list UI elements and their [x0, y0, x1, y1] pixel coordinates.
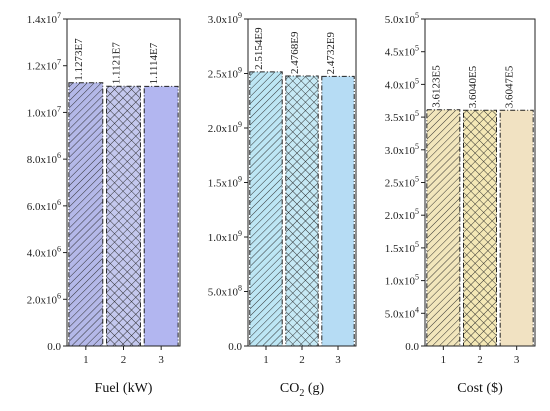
y-tick-label-2-5: 2.5x109: [208, 66, 242, 81]
data-label-1-3: 1.1114E7: [148, 42, 160, 84]
bar-hatch-3-1: [426, 109, 460, 346]
bar-2-3: [321, 76, 355, 346]
x-tick-label-2-2: 2: [299, 354, 305, 366]
bar-3-3: [500, 110, 534, 346]
bar-outline-3-3: [499, 109, 534, 347]
y-tick-label-3-4: 2.0x105: [385, 207, 419, 222]
y-tick-label-3-8: 4.0x105: [385, 76, 419, 91]
y-tick-label-1-7: 1.4x107: [27, 11, 61, 26]
x-axis-label-3: Cost ($): [457, 381, 503, 396]
data-label-3-2: 3.6040E5: [467, 65, 479, 108]
y-tick-label-2-6: 3.0x109: [208, 11, 242, 26]
axes-frame-1: [66, 18, 181, 347]
bar-outline-2-3: [321, 75, 355, 347]
y-tick-label-3-3: 1.5x105: [385, 240, 419, 255]
y-tick-label-3-6: 3.0x105: [385, 142, 419, 157]
x-tick-label-2-1: 1: [263, 354, 269, 366]
y-tick-label-2-3: 1.5x109: [208, 175, 242, 190]
y-tick-label-3-7: 3.5x105: [385, 109, 419, 124]
bar-hatch-1-1: [68, 82, 103, 346]
x-tick-label-3-3: 3: [514, 354, 520, 366]
y-tick-label-1-0: 0.0: [47, 341, 61, 353]
y-tick-label-2-0: 0.0: [228, 341, 242, 353]
bar-hatch-2-2: [285, 76, 319, 346]
chart-panel-1: 1.1273E7 1 1.1121E7 2 1.1114E7 3 0.0 2.0x106 4.0…: [27, 11, 181, 396]
data-label-1-2: 1.1121E7: [111, 42, 123, 85]
x-tick-label-1-3: 3: [158, 354, 164, 366]
x-tick-label-2-3: 3: [335, 354, 341, 366]
data-label-3-1: 3.6123E5: [430, 65, 442, 108]
x-axis-label-1: Fuel (kW): [95, 381, 153, 396]
y-tick-label-2-1: 5.0x108: [208, 284, 242, 299]
y-tick-label-1-1: 2.0x106: [27, 291, 61, 306]
bar-outline-2-2: [285, 75, 319, 347]
y-tick-label-1-6: 1.2x107: [27, 58, 61, 73]
bar-hatch-1-2: [106, 86, 141, 347]
x-tick-label-3-1: 1: [441, 354, 447, 366]
y-tick-label-2-4: 2.0x109: [208, 120, 242, 135]
data-label-3-3: 3.6047E5: [504, 65, 516, 108]
x-axis-label-2: CO2 (g): [280, 381, 325, 399]
y-tick-label-1-4: 8.0x106: [27, 151, 61, 166]
y-tick-label-3-0: 0.0: [405, 341, 419, 353]
bar-hatch-2-1: [249, 71, 283, 346]
x-tick-label-3-2: 2: [477, 354, 483, 366]
bar-outline-3-1: [426, 109, 461, 347]
x-tick-label-1-2: 2: [121, 354, 127, 366]
y-tick-label-3-10: 5.0x105: [385, 11, 419, 26]
bar-1-3: [144, 86, 179, 346]
data-label-1-1: 1.1273E7: [73, 38, 85, 81]
bar-hatch-3-2: [463, 110, 497, 346]
y-tick-label-1-2: 4.0x106: [27, 245, 61, 260]
x-tick-label-1-1: 1: [83, 354, 89, 366]
y-tick-label-3-2: 1.0x105: [385, 273, 419, 288]
y-tick-label-1-5: 1.0x107: [27, 104, 61, 119]
bar-outline-3-2: [463, 109, 497, 347]
y-tick-label-2-2: 1.0x109: [208, 229, 242, 244]
y-tick-label-3-5: 2.5x105: [385, 175, 419, 190]
data-label-2-2: 2.4768E9: [289, 31, 301, 74]
chart-panel-3: 3.6123E5 1 3.6040E5 2 3.6047E5 3 0.0 5.0x104 1.0…: [385, 11, 536, 396]
data-label-2-1: 2.5154E9: [253, 27, 265, 70]
y-tick-label-1-3: 6.0x106: [27, 198, 61, 213]
data-label-2-3: 2.4732E9: [325, 31, 337, 74]
y-tick-label-3-1: 5.0x104: [385, 305, 419, 320]
y-tick-label-3-9: 4.5x105: [385, 44, 419, 59]
chart-panel-2: 2.5154E9 1 2.4768E9 2 2.4732E9 3 0.0 5.0x108 1.0…: [208, 11, 357, 399]
